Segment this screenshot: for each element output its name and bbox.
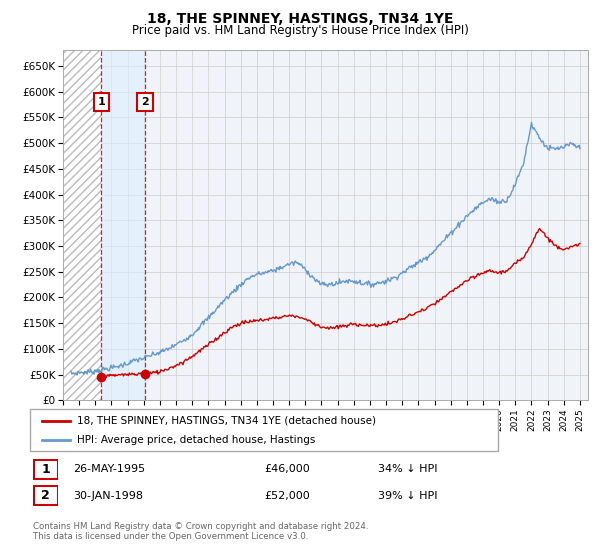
Text: 1: 1: [41, 463, 50, 476]
FancyBboxPatch shape: [30, 409, 498, 451]
Text: 34% ↓ HPI: 34% ↓ HPI: [378, 464, 437, 474]
Text: 2: 2: [41, 489, 50, 502]
Bar: [63, 50, 101, 400]
Text: Price paid vs. HM Land Registry's House Price Index (HPI): Price paid vs. HM Land Registry's House …: [131, 24, 469, 37]
Text: 39% ↓ HPI: 39% ↓ HPI: [378, 491, 437, 501]
Text: HPI: Average price, detached house, Hastings: HPI: Average price, detached house, Hast…: [77, 435, 315, 445]
Text: 26-MAY-1995: 26-MAY-1995: [73, 464, 145, 474]
Text: 18, THE SPINNEY, HASTINGS, TN34 1YE: 18, THE SPINNEY, HASTINGS, TN34 1YE: [147, 12, 453, 26]
Text: 30-JAN-1998: 30-JAN-1998: [73, 491, 143, 501]
Text: £52,000: £52,000: [264, 491, 310, 501]
Text: 18, THE SPINNEY, HASTINGS, TN34 1YE (detached house): 18, THE SPINNEY, HASTINGS, TN34 1YE (det…: [77, 416, 376, 426]
Text: £46,000: £46,000: [264, 464, 310, 474]
Text: Contains HM Land Registry data © Crown copyright and database right 2024.
This d: Contains HM Land Registry data © Crown c…: [33, 522, 368, 542]
FancyBboxPatch shape: [34, 460, 58, 479]
Text: 2: 2: [141, 97, 149, 107]
Bar: [101, 50, 145, 400]
Text: 1: 1: [98, 97, 106, 107]
FancyBboxPatch shape: [34, 486, 58, 505]
